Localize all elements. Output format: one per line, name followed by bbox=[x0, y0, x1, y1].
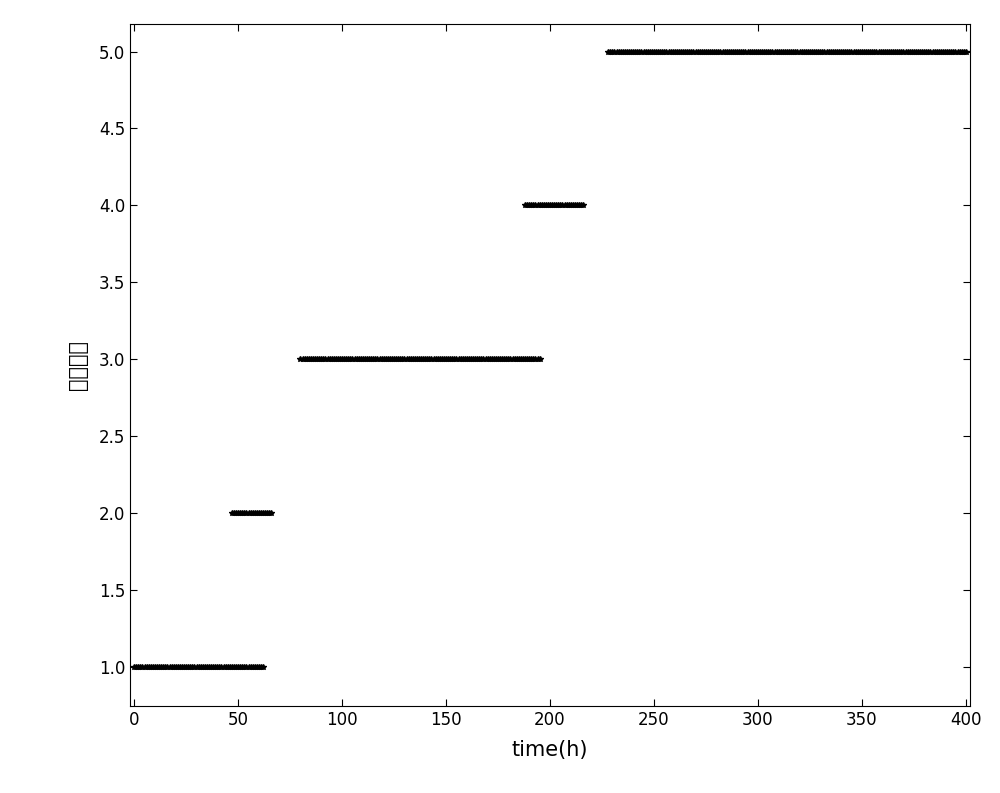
X-axis label: time(h): time(h) bbox=[512, 740, 588, 760]
Y-axis label: 阶段划分: 阶段划分 bbox=[68, 339, 88, 390]
